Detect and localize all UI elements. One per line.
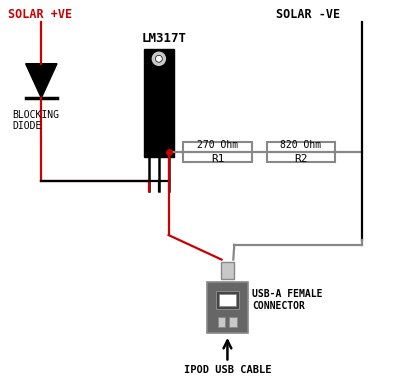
Bar [207,282,248,333]
Bar [220,262,234,279]
Circle shape [156,55,162,62]
Circle shape [151,51,167,67]
Text: 270 Ohm: 270 Ohm [197,140,238,150]
Text: R2: R2 [294,153,308,164]
Polygon shape [26,64,57,98]
Bar [144,49,174,157]
Text: USB-A FEMALE
CONNECTOR: USB-A FEMALE CONNECTOR [252,289,322,311]
Text: LM317T: LM317T [141,32,186,45]
Bar [183,142,252,162]
Bar [229,317,237,327]
Bar [219,294,236,306]
Bar [218,317,226,327]
Text: R1: R1 [211,153,224,164]
Text: 820 Ohm: 820 Ohm [280,140,322,150]
Text: BLOCKING
DIODE: BLOCKING DIODE [12,110,59,131]
Text: IPOD USB CABLE: IPOD USB CABLE [184,365,271,375]
Bar [267,142,335,162]
Text: SOLAR -VE: SOLAR -VE [276,8,340,21]
Text: SOLAR +VE: SOLAR +VE [8,8,72,21]
Bar [216,291,239,309]
